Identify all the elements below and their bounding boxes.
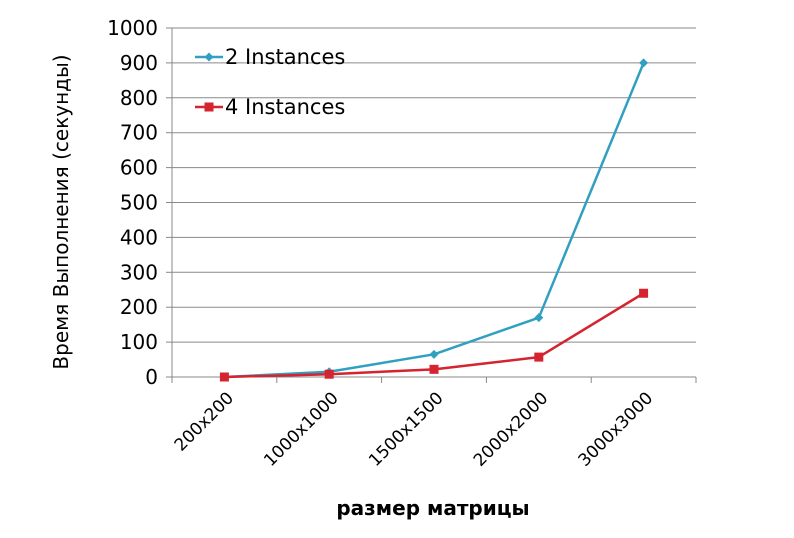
- y-tick-label: 200: [120, 295, 158, 319]
- data-point: [639, 58, 649, 68]
- x-tick-label: 2000x2000: [470, 388, 552, 470]
- x-tick-label: 200x200: [171, 388, 238, 455]
- data-point: [429, 349, 439, 359]
- series-2: [219, 288, 649, 382]
- legend-marker: [204, 102, 214, 112]
- y-tick-label: 800: [120, 86, 158, 110]
- data-point: [429, 364, 439, 374]
- y-tick-label: 100: [120, 330, 158, 354]
- legend-item: 2 Instances: [195, 45, 345, 69]
- y-tick-label: 600: [120, 156, 158, 180]
- data-point: [219, 372, 229, 382]
- y-tick-label: 300: [120, 260, 158, 284]
- y-tick-label: 400: [120, 225, 158, 249]
- legend-label: 4 Instances: [225, 95, 345, 119]
- data-point: [639, 288, 649, 298]
- legend-label: 2 Instances: [225, 45, 345, 69]
- x-axis-title: размер матрицы: [336, 496, 529, 520]
- y-tick-label: 700: [120, 121, 158, 145]
- series-line: [224, 292, 645, 379]
- series-lines: [219, 58, 649, 382]
- legend-item: 4 Instances: [195, 95, 345, 119]
- x-tick-labels: 200x200 1000x1000 1500x1500 2000x2000 3000x3…: [171, 377, 697, 471]
- x-tick-label: 3000x3000: [575, 388, 657, 470]
- y-tick-label: 0: [145, 365, 158, 389]
- data-point: [534, 352, 544, 362]
- y-tick-label: 1000: [107, 16, 158, 40]
- y-tick-labels: 0 100 200 300 400 500 600 700 800 900 1000: [107, 16, 172, 389]
- legend: 2 Instances 4 Instances: [195, 45, 345, 119]
- x-tick-label: 1500x1500: [365, 388, 447, 470]
- x-tick-label: 1000x1000: [260, 388, 342, 470]
- y-tick-label: 900: [120, 51, 158, 75]
- legend-marker: [204, 52, 214, 62]
- gridlines: [172, 27, 696, 343]
- y-tick-label: 500: [120, 191, 158, 215]
- y-axis-title: Время Выполнения (секунды): [49, 54, 73, 369]
- data-point: [324, 369, 334, 379]
- data-point: [534, 313, 544, 323]
